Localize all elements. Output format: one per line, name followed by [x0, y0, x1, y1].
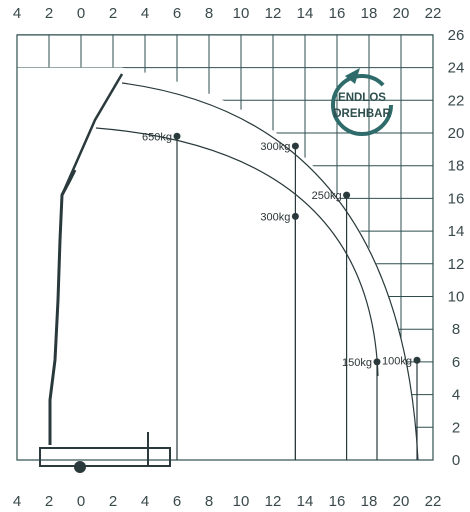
rotation-arrowhead-icon — [345, 68, 360, 84]
load-label: 300kg — [260, 141, 290, 153]
x-tick-bottom: 2 — [109, 493, 117, 510]
working-envelope — [95, 82, 419, 461]
load-label: 250kg — [312, 190, 342, 202]
y-tick: 24 — [448, 60, 465, 77]
y-tick: 18 — [448, 158, 465, 175]
crane-platform-illustration — [39, 73, 171, 473]
grid — [16, 34, 434, 461]
load-label: 150kg — [342, 357, 372, 369]
x-tick-top: 4 — [141, 5, 149, 22]
y-tick: 2 — [452, 419, 460, 436]
load-point — [291, 142, 299, 150]
y-tick: 22 — [448, 92, 465, 109]
y-tick: 0 — [452, 452, 460, 469]
load-point — [343, 191, 351, 199]
x-tick-top: 22 — [425, 5, 442, 22]
x-tick-top: 10 — [233, 5, 250, 22]
x-tick-top: 8 — [205, 5, 213, 22]
x-tick-bottom: 4 — [13, 493, 21, 510]
x-tick-bottom: 16 — [329, 493, 346, 510]
y-tick: 12 — [448, 256, 465, 273]
crane-boom-upper — [60, 73, 124, 196]
load-point — [413, 356, 421, 364]
x-tick-bottom: 12 — [265, 493, 282, 510]
x-tick-bottom: 0 — [77, 493, 85, 510]
y-tick: 4 — [452, 387, 460, 404]
rotation-arrow-icon — [331, 74, 393, 136]
load-label: 100kg — [382, 355, 412, 367]
badge-line-2: DREHBAR — [333, 108, 391, 120]
load-label: 650kg — [142, 131, 172, 143]
x-tick-top: 14 — [297, 5, 314, 22]
y-tick: 26 — [448, 27, 465, 44]
x-tick-bottom: 8 — [205, 493, 213, 510]
load-point — [173, 132, 181, 140]
outer-envelope-curve — [121, 82, 419, 461]
x-tick-bottom: 20 — [393, 493, 410, 510]
x-tick-bottom: 2 — [45, 493, 53, 510]
x-tick-top: 16 — [329, 5, 346, 22]
x-tick-top: 12 — [265, 5, 282, 22]
x-tick-top: 4 — [13, 5, 21, 22]
y-tick: 6 — [452, 354, 460, 371]
y-tick: 20 — [448, 125, 465, 142]
crane-chassis — [39, 447, 171, 467]
load-lines: 650kg 300kg 300kg 250kg 150kg 100kg — [142, 131, 421, 460]
x-tick-bottom: 10 — [233, 493, 250, 510]
envelope-fill — [17, 67, 418, 460]
load-point — [373, 358, 381, 366]
load-label: 300kg — [260, 211, 290, 223]
badge-line-1: ENDLOS — [338, 92, 386, 104]
y-tick: 8 — [452, 321, 460, 338]
y-tick: 14 — [448, 223, 465, 240]
x-tick-top: 18 — [361, 5, 378, 22]
crane-wheel — [74, 461, 86, 473]
axis-ticks: 4422002244668810101212141416161818202022… — [13, 5, 465, 510]
x-tick-bottom: 4 — [141, 493, 149, 510]
x-tick-bottom: 14 — [297, 493, 314, 510]
grid-frame — [16, 34, 434, 461]
x-tick-top: 0 — [77, 5, 85, 22]
endless-rotation-badge: ENDLOS DREHBAR — [331, 68, 393, 136]
x-tick-bottom: 6 — [173, 493, 181, 510]
x-tick-top: 6 — [173, 5, 181, 22]
y-tick: 10 — [448, 289, 465, 306]
x-tick-top: 2 — [45, 5, 53, 22]
y-tick: 16 — [448, 190, 465, 207]
x-tick-top: 20 — [393, 5, 410, 22]
load-point — [291, 212, 299, 220]
x-tick-top: 2 — [109, 5, 117, 22]
inner-envelope-curve — [95, 127, 379, 377]
x-tick-bottom: 22 — [425, 493, 442, 510]
x-tick-bottom: 18 — [361, 493, 378, 510]
